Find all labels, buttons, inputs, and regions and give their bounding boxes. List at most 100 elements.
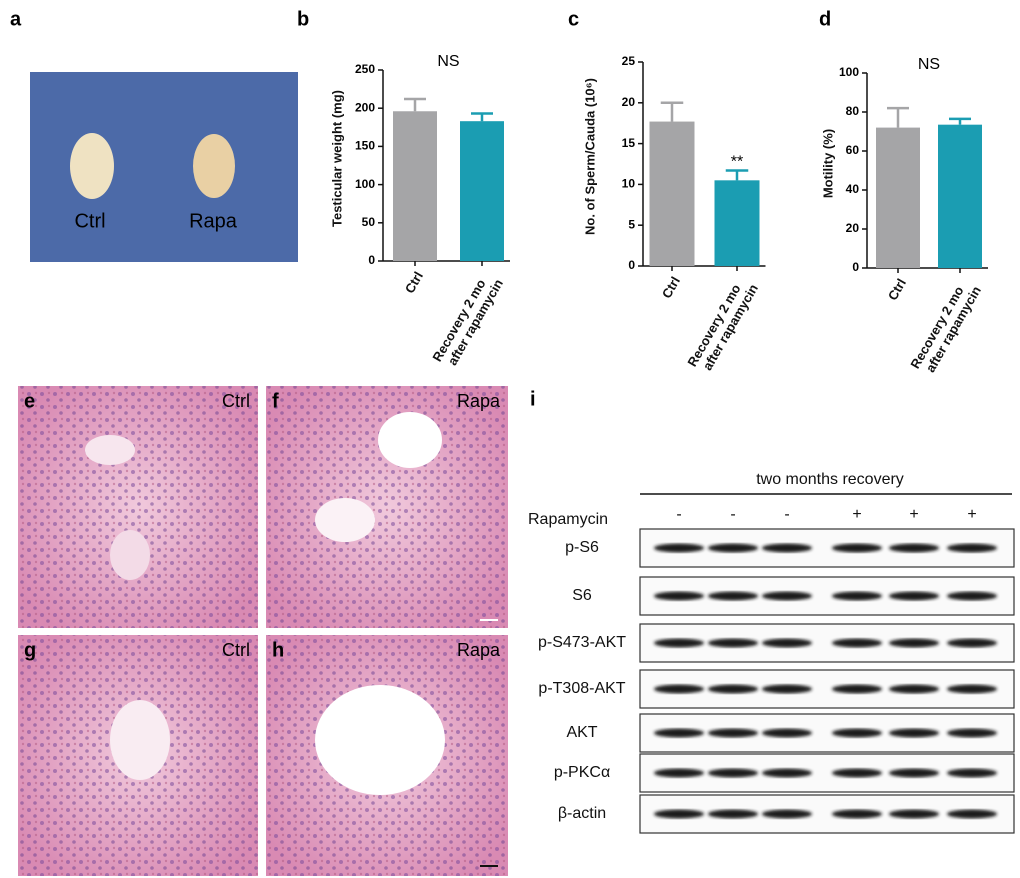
panel-label: Rapa bbox=[457, 391, 501, 411]
band bbox=[889, 768, 939, 778]
bar bbox=[714, 180, 760, 266]
band bbox=[708, 768, 758, 778]
band bbox=[654, 768, 704, 778]
band bbox=[947, 768, 997, 778]
band bbox=[947, 684, 997, 694]
band bbox=[832, 638, 882, 648]
blot-header: two months recovery bbox=[756, 471, 904, 488]
error-bar bbox=[660, 101, 684, 122]
annotation: NS bbox=[918, 56, 940, 73]
lane-sign: - bbox=[730, 506, 735, 523]
band bbox=[708, 591, 758, 601]
bar bbox=[460, 121, 504, 261]
panel-letter: h bbox=[272, 639, 284, 661]
y-axis-label: Testicular weight (mg) bbox=[329, 89, 345, 227]
band bbox=[889, 728, 939, 738]
band bbox=[654, 543, 704, 553]
y-tick-label: 50 bbox=[362, 215, 376, 229]
panel-label: Rapa bbox=[457, 640, 501, 660]
row-label: p-T308-AKT bbox=[538, 680, 625, 697]
band bbox=[708, 684, 758, 694]
row-label: β-actin bbox=[558, 805, 606, 822]
band bbox=[654, 591, 704, 601]
y-axis-label: No. of Sperm/Cauda (10⁶) bbox=[582, 78, 598, 235]
error-bar bbox=[949, 117, 971, 125]
band bbox=[762, 728, 812, 738]
band bbox=[762, 809, 812, 819]
y-tick-label: 10 bbox=[622, 177, 636, 191]
y-tick-label: 5 bbox=[628, 217, 635, 231]
band bbox=[762, 768, 812, 778]
panel-letter: a bbox=[10, 8, 22, 30]
band bbox=[832, 684, 882, 694]
row-label: AKT bbox=[566, 724, 597, 741]
photo-label: Rapa bbox=[189, 210, 238, 232]
band bbox=[762, 684, 812, 694]
y-tick-label: 80 bbox=[846, 104, 860, 118]
band bbox=[762, 543, 812, 553]
bar bbox=[876, 127, 920, 268]
row-label: p-S473-AKT bbox=[538, 634, 626, 651]
band bbox=[762, 638, 812, 648]
band bbox=[889, 809, 939, 819]
band bbox=[947, 728, 997, 738]
panel-letter: g bbox=[24, 639, 36, 661]
band bbox=[762, 591, 812, 601]
lane-sign: + bbox=[967, 506, 976, 523]
row-label: S6 bbox=[572, 587, 592, 604]
band bbox=[889, 543, 939, 553]
bar bbox=[393, 111, 437, 261]
panel-letter: d bbox=[819, 8, 831, 30]
band bbox=[947, 591, 997, 601]
band bbox=[889, 684, 939, 694]
band bbox=[947, 809, 997, 819]
bar bbox=[938, 124, 982, 268]
y-tick-label: 25 bbox=[622, 54, 636, 68]
error-bar bbox=[887, 106, 909, 128]
row-label: p-S6 bbox=[565, 539, 599, 556]
error-bar bbox=[725, 169, 749, 181]
band bbox=[708, 809, 758, 819]
photo-label: Ctrl bbox=[74, 210, 105, 232]
band bbox=[947, 638, 997, 648]
panel-letter: i bbox=[530, 388, 536, 410]
lane-sign: - bbox=[676, 506, 681, 523]
y-tick-label: 0 bbox=[628, 258, 635, 272]
band bbox=[654, 684, 704, 694]
error-bar bbox=[471, 112, 493, 122]
lane-sign: + bbox=[852, 506, 861, 523]
band bbox=[654, 728, 704, 738]
lane-sign: - bbox=[784, 506, 789, 523]
band bbox=[889, 591, 939, 601]
row-label: p-PKCα bbox=[554, 764, 610, 781]
y-tick-label: 150 bbox=[355, 139, 375, 153]
band bbox=[832, 728, 882, 738]
band bbox=[654, 638, 704, 648]
error-bar bbox=[404, 97, 426, 112]
band bbox=[947, 543, 997, 553]
testis bbox=[70, 133, 114, 199]
value-annotation: ** bbox=[731, 154, 743, 171]
testis bbox=[193, 134, 235, 198]
y-tick-label: 20 bbox=[622, 95, 636, 109]
y-tick-label: 200 bbox=[355, 100, 375, 114]
panel-letter: e bbox=[24, 390, 35, 412]
y-tick-label: 0 bbox=[852, 260, 859, 274]
band bbox=[708, 728, 758, 738]
y-tick-label: 0 bbox=[368, 253, 375, 267]
annotation: NS bbox=[437, 53, 459, 70]
y-tick-label: 250 bbox=[355, 62, 375, 76]
y-tick-label: 60 bbox=[846, 143, 860, 157]
panel-letter: f bbox=[272, 390, 279, 412]
treatment-label: Rapamycin bbox=[528, 511, 608, 528]
y-axis-label: Motility (%) bbox=[820, 128, 836, 198]
panel-letter: b bbox=[297, 8, 309, 30]
y-tick-label: 100 bbox=[355, 177, 375, 191]
band bbox=[832, 543, 882, 553]
band bbox=[889, 638, 939, 648]
band bbox=[832, 768, 882, 778]
histology-images bbox=[18, 386, 508, 876]
y-tick-label: 40 bbox=[846, 182, 860, 196]
